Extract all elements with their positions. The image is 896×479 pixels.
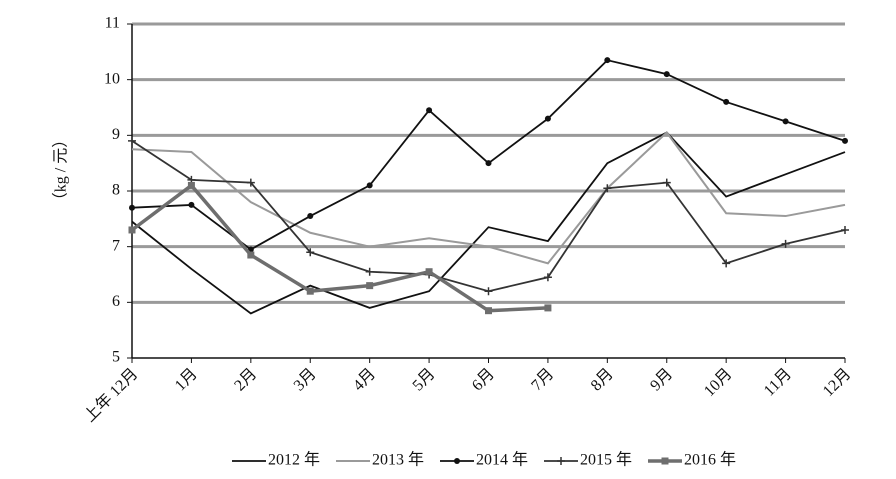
x-tick-label: 12月 — [820, 365, 855, 400]
legend-marker — [661, 457, 669, 465]
point — [722, 259, 731, 268]
series-line — [131, 131, 846, 315]
x-tick-label: 11月 — [761, 365, 795, 399]
point — [307, 213, 314, 220]
series-line — [131, 59, 846, 251]
point — [129, 204, 135, 211]
x-tick-label: 9月 — [647, 365, 676, 394]
point — [484, 287, 493, 296]
point — [603, 184, 612, 193]
point — [544, 304, 552, 312]
point — [841, 225, 849, 234]
point — [543, 273, 552, 282]
x-tick-label: 7月 — [528, 365, 557, 394]
point — [247, 251, 255, 259]
point — [366, 182, 373, 189]
point — [663, 71, 670, 78]
point — [485, 160, 492, 167]
point — [306, 287, 314, 295]
legend-label: 2015 年 — [580, 451, 632, 469]
x-tick-label: 2月 — [231, 365, 260, 394]
x-tick-label: 4月 — [350, 365, 379, 394]
point — [781, 239, 790, 248]
legend-marker — [454, 458, 460, 464]
series-line — [131, 131, 846, 265]
point — [662, 178, 671, 187]
point — [723, 98, 730, 105]
y-tick-label: 6 — [112, 293, 120, 310]
legend-label: 2014 年 — [476, 451, 528, 469]
point — [782, 118, 789, 125]
point — [485, 307, 492, 315]
point — [128, 226, 136, 234]
point — [306, 248, 315, 257]
point — [842, 137, 848, 144]
x-tick-label: 上年 12月 — [81, 365, 142, 426]
x-tick-label: 3月 — [291, 365, 320, 394]
x-tick-label: 8月 — [588, 365, 617, 394]
point — [604, 57, 611, 64]
x-tick-label: 6月 — [469, 365, 498, 394]
y-tick-label: 9 — [112, 126, 120, 143]
point — [365, 267, 374, 276]
point — [128, 136, 136, 145]
x-tick-label: 10月 — [701, 365, 736, 400]
x-tick-label: 5月 — [410, 365, 439, 394]
point — [187, 181, 195, 189]
point — [425, 268, 433, 276]
y-tick-label: 11 — [105, 15, 120, 32]
x-tick-label: 1月 — [172, 365, 201, 394]
point — [426, 107, 433, 114]
point — [544, 115, 551, 122]
y-tick-label: 7 — [112, 237, 120, 254]
y-tick-label: 5 — [112, 349, 120, 366]
legend-label: 2012 年 — [268, 451, 320, 469]
point — [246, 178, 255, 187]
y-tick-label: 10 — [104, 70, 120, 87]
point — [188, 201, 195, 208]
legend-label: 2016 年 — [684, 451, 736, 469]
legend-label: 2013 年 — [372, 451, 424, 469]
legend-marker — [557, 457, 565, 465]
y-tick-label: 8 — [112, 182, 120, 199]
series-line — [130, 183, 548, 313]
point — [366, 282, 374, 290]
y-axis-label: （kg / 元） — [52, 132, 70, 208]
